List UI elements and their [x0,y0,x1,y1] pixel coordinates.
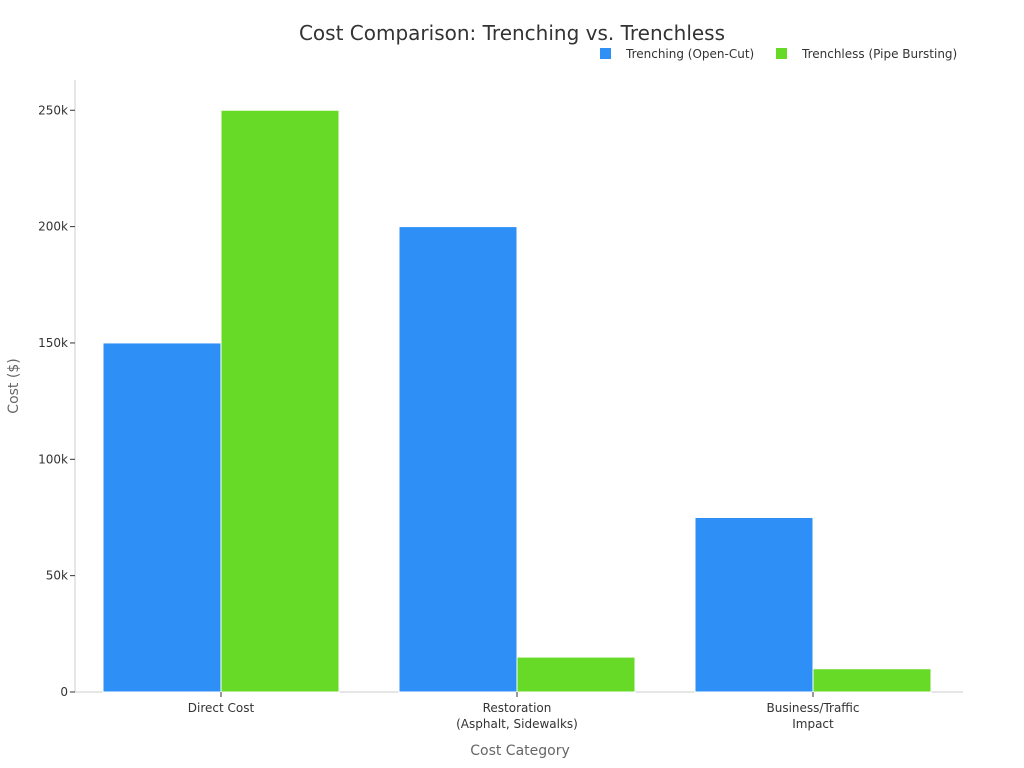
y-tick-label: 200k [38,220,68,234]
y-tick-label: 100k [38,452,68,466]
y-tick-label: 50k [46,569,68,583]
bar [694,516,814,693]
y-tick-label: 0 [60,685,68,699]
y-tick-label: 150k [38,336,68,350]
bar [516,656,636,693]
x-tick-label-line: Impact [792,717,834,731]
bar [812,668,932,693]
bar [220,109,340,693]
x-tick-label: Business/Traffic Impact [766,701,859,731]
legend-label: Trenching (Open-Cut) [625,47,754,61]
legend: Trenching (Open-Cut) Trenchless (Pipe Bur… [600,47,957,61]
y-axis-title: Cost ($) [6,358,22,413]
x-tick-label: Direct Cost [188,701,255,715]
plot-area: 0 50k 100k 150k 200k 250k Direct Cost Restorati… [38,80,963,731]
x-tick-label-line: Direct Cost [188,701,255,715]
bar [102,342,222,693]
x-tick-label-line: Business/Traffic [766,701,859,715]
y-tick-label: 250k [38,103,68,117]
x-axis-title: Cost Category [470,743,570,759]
x-tick-label: Restoration (Asphalt, Sidewalks) [456,701,578,731]
legend-swatch [600,48,611,59]
x-tick-label-line: Restoration [483,701,552,715]
legend-label: Trenchless (Pipe Bursting) [801,47,957,61]
legend-swatch [776,48,787,59]
bar [398,226,518,693]
x-tick-label-line: (Asphalt, Sidewalks) [456,717,578,731]
chart-title: Cost Comparison: Trenching vs. Trenchles… [299,21,725,45]
